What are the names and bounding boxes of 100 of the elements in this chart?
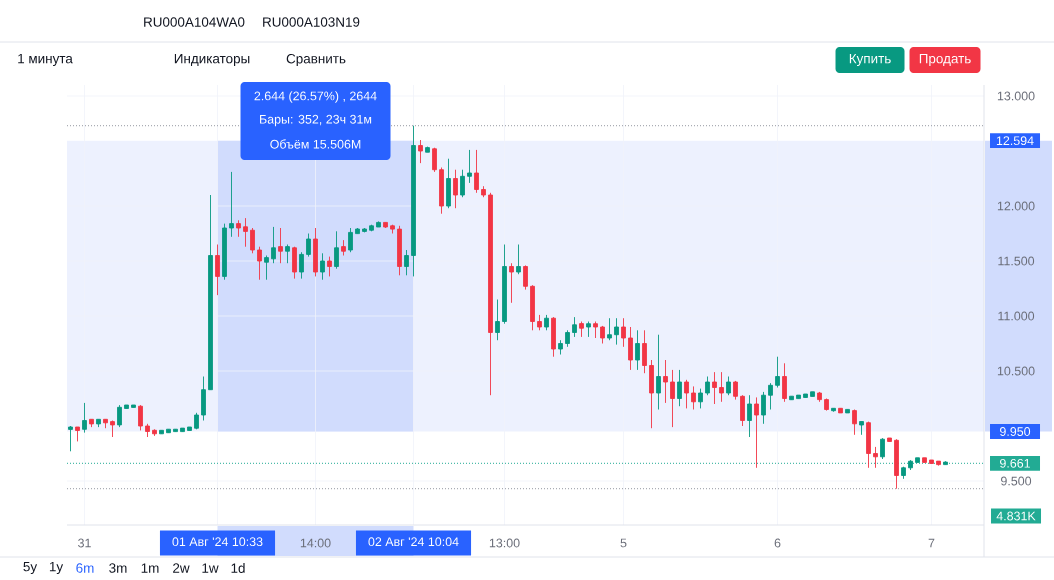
text: 12.594 bbox=[996, 136, 1034, 146]
candlestick bbox=[320, 252, 325, 281]
candlestick bbox=[768, 382, 773, 410]
candlestick bbox=[152, 428, 157, 437]
candlestick bbox=[166, 428, 171, 434]
candlestick bbox=[215, 244, 220, 296]
candlestick bbox=[257, 246, 262, 281]
text: 5y bbox=[23, 561, 38, 575]
candlestick bbox=[824, 398, 829, 412]
annotation: Объём 15.506M bbox=[270, 139, 361, 149]
x-tick-label: 14:00 bbox=[300, 538, 331, 548]
candlestick bbox=[201, 376, 206, 421]
candlestick bbox=[565, 329, 570, 348]
y-tick-label: 12.000 bbox=[997, 201, 1035, 211]
x-tick-label: 01 Авг '24 10:33 bbox=[172, 537, 263, 547]
candlestick bbox=[481, 185, 486, 198]
candlestick bbox=[299, 251, 304, 280]
candlestick bbox=[901, 466, 906, 480]
candlestick bbox=[810, 391, 815, 397]
text: 1w bbox=[202, 563, 219, 573]
x-tick-label: 02 Авг '24 10:04 bbox=[368, 537, 459, 547]
candlestick bbox=[348, 227, 353, 253]
candlestick bbox=[194, 412, 199, 430]
y-tick-label: 13.000 bbox=[997, 91, 1035, 101]
y-tick-label: 11.500 bbox=[998, 256, 1035, 266]
candlestick bbox=[327, 256, 332, 277]
candlestick bbox=[495, 299, 500, 341]
annotation: Бары: 352, 23ч 31м bbox=[260, 114, 372, 127]
candlestick bbox=[75, 426, 80, 442]
candlestick bbox=[110, 420, 115, 438]
candlestick bbox=[614, 317, 619, 346]
candlestick bbox=[579, 321, 584, 338]
x-tick-label: 5 bbox=[620, 538, 627, 548]
candlestick bbox=[803, 393, 808, 398]
candlestick bbox=[474, 149, 479, 194]
candlestick bbox=[915, 457, 920, 463]
candlestick bbox=[502, 244, 507, 325]
candlestick bbox=[754, 396, 759, 469]
candlestick bbox=[894, 438, 899, 490]
candlestick bbox=[278, 227, 283, 264]
candlestick bbox=[600, 325, 605, 344]
candlestick bbox=[859, 421, 864, 436]
candlestick bbox=[145, 423, 150, 438]
candlestick bbox=[404, 249, 409, 276]
candlestick bbox=[173, 428, 178, 433]
candlestick bbox=[236, 219, 241, 238]
candlestick bbox=[663, 359, 668, 404]
candlestick bbox=[677, 369, 682, 407]
text: RU000A104WA0 bbox=[144, 17, 245, 27]
y-tick-label: 10.500 bbox=[997, 366, 1035, 376]
candlestick bbox=[271, 226, 276, 264]
candlestick bbox=[817, 391, 822, 403]
candlestick bbox=[887, 437, 892, 442]
y-tick-label: 9.500 bbox=[1001, 476, 1032, 486]
candlestick bbox=[880, 437, 885, 460]
candlestick bbox=[642, 329, 647, 374]
candlestick bbox=[250, 227, 255, 254]
candlestick bbox=[418, 139, 423, 164]
candlestick bbox=[124, 404, 129, 409]
candlestick bbox=[439, 167, 444, 215]
text: Продать bbox=[919, 53, 971, 67]
candlestick bbox=[621, 317, 626, 348]
candlestick bbox=[376, 220, 381, 228]
candlestick bbox=[551, 316, 556, 358]
candlestick bbox=[334, 230, 339, 270]
candlestick bbox=[446, 158, 451, 209]
annotation: 2.644 (26.57%) , 2644 bbox=[254, 91, 377, 103]
candlestick bbox=[390, 224, 395, 234]
candlestick bbox=[264, 255, 269, 281]
candlestick bbox=[411, 125, 416, 277]
candlestick bbox=[96, 418, 101, 428]
candlestick bbox=[838, 407, 843, 414]
candlestick bbox=[607, 317, 612, 341]
candlestick bbox=[852, 409, 857, 436]
candlestick bbox=[159, 429, 164, 435]
candlestick bbox=[873, 446, 878, 469]
text: Купить bbox=[849, 53, 891, 67]
candlestick bbox=[943, 460, 948, 466]
candlestick bbox=[516, 244, 521, 275]
candlestick bbox=[397, 225, 402, 276]
x-tick-label: 31 bbox=[78, 538, 91, 548]
candlestick bbox=[719, 371, 724, 403]
candlestick bbox=[726, 376, 731, 396]
candlestick bbox=[796, 394, 801, 400]
candlestick bbox=[313, 227, 318, 277]
candlestick bbox=[229, 171, 234, 238]
candlestick bbox=[572, 316, 577, 338]
candlestick bbox=[68, 425, 73, 452]
candlestick bbox=[537, 314, 542, 331]
candlestick bbox=[432, 147, 437, 173]
candlestick bbox=[82, 402, 87, 434]
x-tick-label: 13:00 bbox=[489, 538, 520, 548]
candlestick bbox=[530, 284, 535, 331]
text: RU000A103N19 bbox=[263, 17, 360, 27]
candlestick bbox=[460, 169, 465, 198]
candlestick bbox=[103, 418, 108, 429]
candlestick bbox=[922, 457, 927, 463]
candlestick bbox=[187, 426, 192, 431]
candlestick bbox=[712, 371, 717, 405]
candlestick bbox=[866, 421, 871, 469]
